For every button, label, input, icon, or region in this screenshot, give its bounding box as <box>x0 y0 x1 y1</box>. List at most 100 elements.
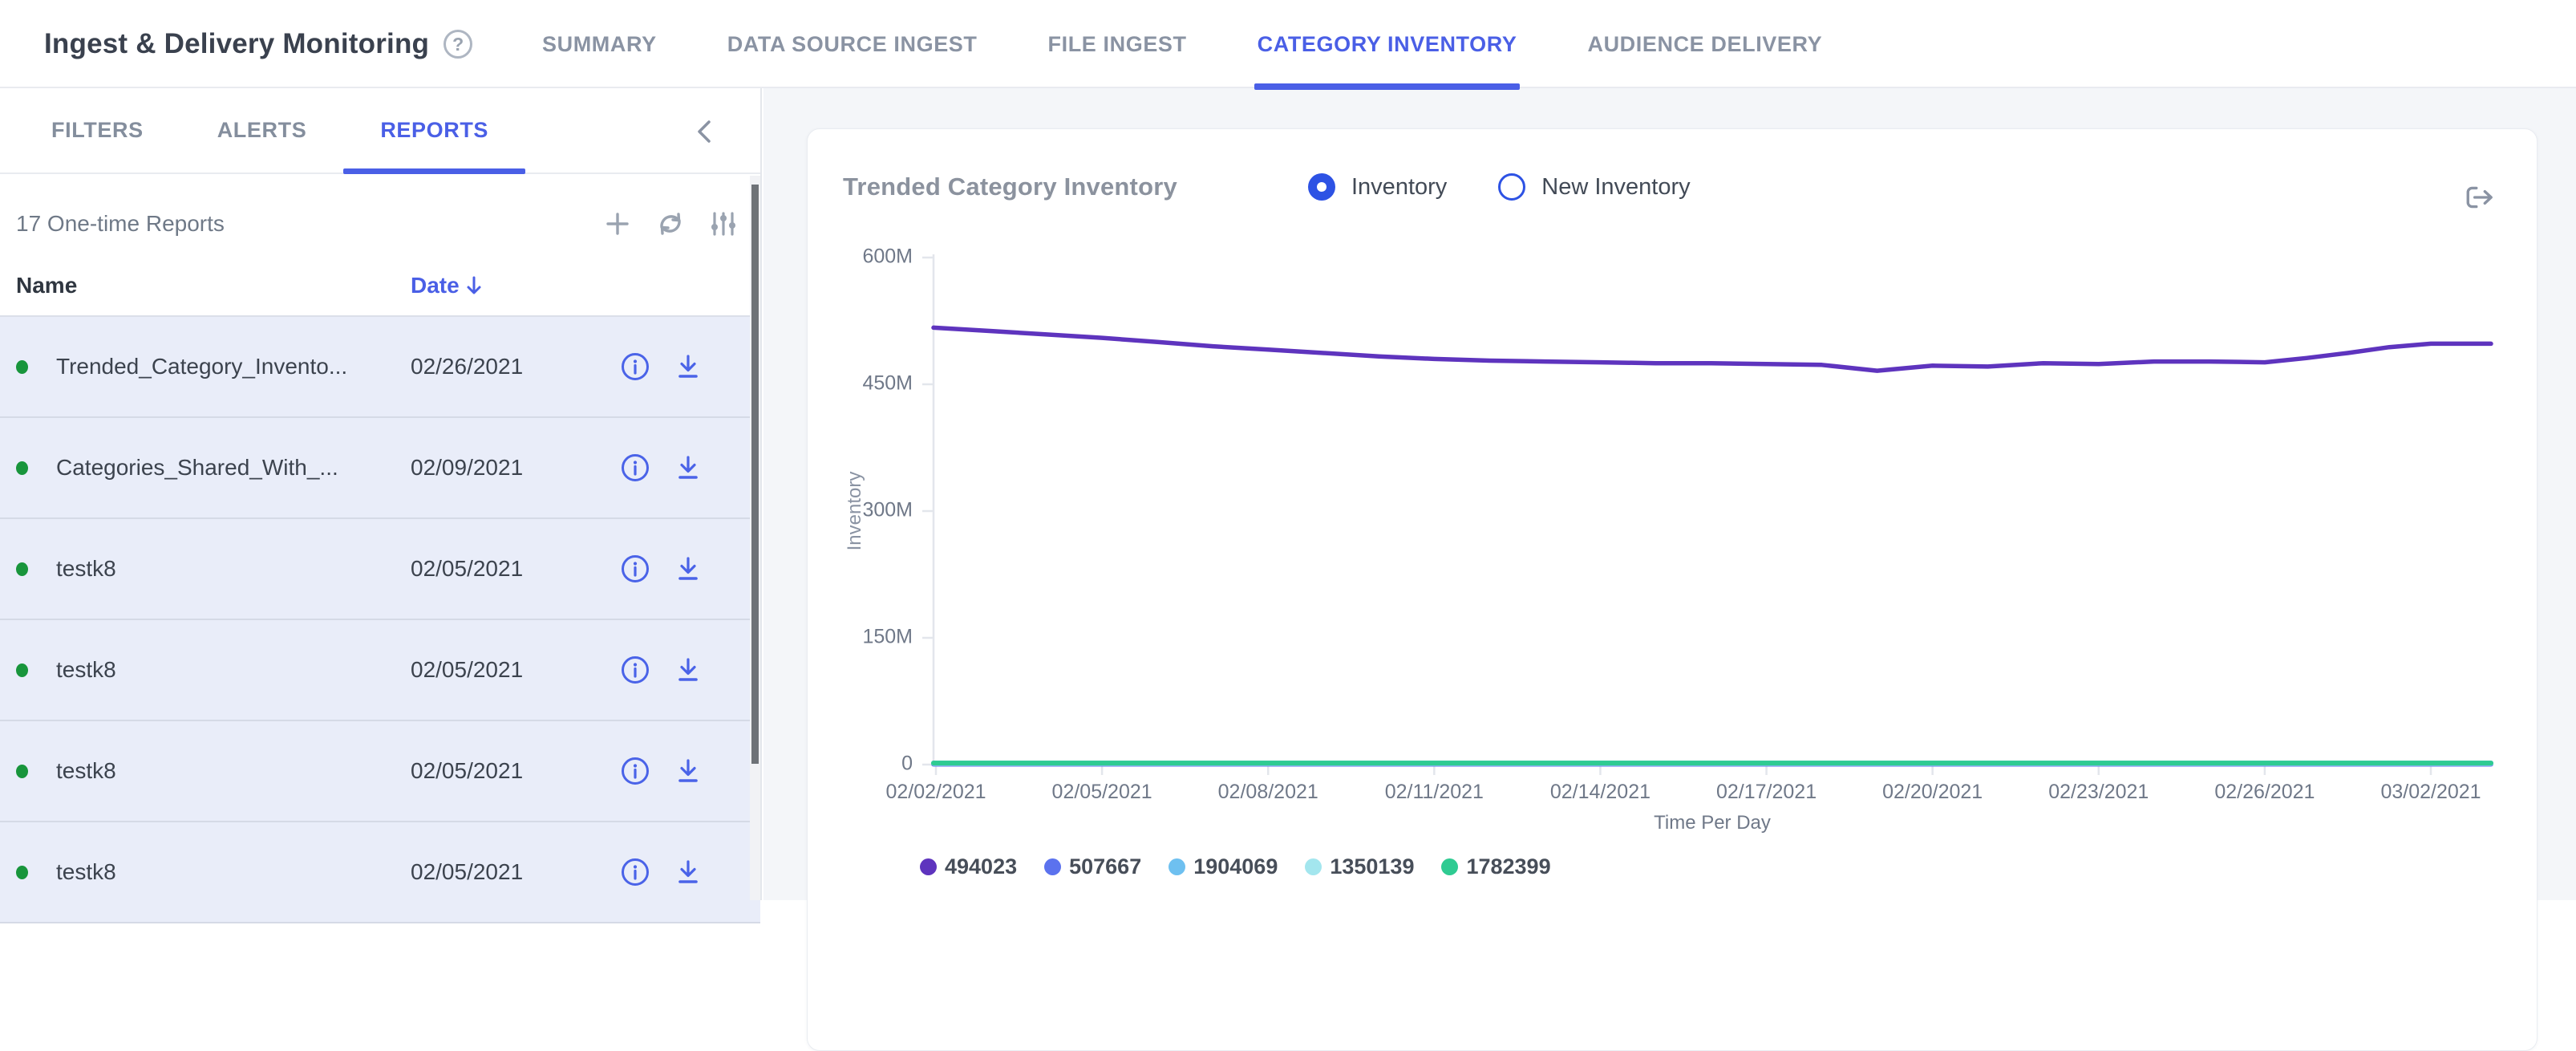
report-date: 02/05/2021 <box>411 859 611 885</box>
legend-label: 507667 <box>1069 854 1141 879</box>
report-info-button[interactable] <box>611 646 659 694</box>
top-tab-category-inventory[interactable]: CATEGORY INVENTORY <box>1258 0 1517 88</box>
legend-dot <box>1441 858 1458 875</box>
refresh-reports-button[interactable] <box>654 208 687 240</box>
legend-item-1904069[interactable]: 1904069 <box>1169 854 1278 879</box>
legend-label: 1904069 <box>1193 854 1278 879</box>
y-tick-label: 0 <box>901 753 913 775</box>
report-download-button[interactable] <box>664 747 712 795</box>
legend-item-1782399[interactable]: 1782399 <box>1441 854 1550 879</box>
top-tab-file-ingest[interactable]: FILE INGEST <box>1048 0 1187 88</box>
top-tab-summary[interactable]: SUMMARY <box>542 0 657 88</box>
top-tab-label: CATEGORY INVENTORY <box>1258 32 1517 57</box>
radio-label: New Inventory <box>1541 174 1690 201</box>
sidebar-tab-label: ALERTS <box>217 118 307 143</box>
report-name: testk8 <box>56 657 411 683</box>
sidebar-tab-filters[interactable]: FILTERS <box>14 88 180 172</box>
report-download-button[interactable] <box>664 444 712 492</box>
column-header-date[interactable]: Date <box>411 273 482 298</box>
refresh-icon <box>655 209 686 239</box>
sidebar-scrollbar-thumb[interactable] <box>751 185 759 764</box>
info-icon <box>619 452 651 484</box>
active-tab-underline <box>343 168 525 174</box>
column-header-name[interactable]: Name <box>16 273 411 298</box>
legend-label: 1350139 <box>1330 854 1414 879</box>
y-tick-label: 600M <box>862 246 913 268</box>
info-icon <box>619 654 651 686</box>
legend-dot <box>920 858 937 875</box>
legend-item-1350139[interactable]: 1350139 <box>1305 854 1414 879</box>
series-line-494023[interactable] <box>934 327 2491 371</box>
x-tick-label: 03/02/2021 <box>2380 781 2481 803</box>
report-table-header: Name Date <box>0 256 760 317</box>
sidebar-tabs: FILTERS ALERTS REPORTS <box>0 88 760 174</box>
report-date: 02/26/2021 <box>411 354 611 379</box>
sidebar-tab-alerts[interactable]: ALERTS <box>180 88 344 172</box>
report-info-button[interactable] <box>611 848 659 896</box>
app-title-area: Ingest & Delivery Monitoring ? <box>44 0 472 88</box>
sidebar: FILTERS ALERTS REPORTS 17 One-time Reports <box>0 88 762 900</box>
report-info-button[interactable] <box>611 444 659 492</box>
chart-legend: 494023 507667 1904069 1350139 1782399 <box>920 854 1551 879</box>
top-tab-label: FILE INGEST <box>1048 32 1187 57</box>
chart-title: Trended Category Inventory <box>843 172 1177 201</box>
top-tab-label: DATA SOURCE INGEST <box>727 32 978 57</box>
report-download-button[interactable] <box>664 848 712 896</box>
trended-inventory-card: Trended Category Inventory Inventory New … <box>807 128 2538 1051</box>
report-name: testk8 <box>56 758 411 784</box>
report-download-button[interactable] <box>664 646 712 694</box>
main-content: Trended Category Inventory Inventory New … <box>763 88 2576 900</box>
report-info-button[interactable] <box>611 343 659 391</box>
export-chart-button[interactable] <box>2463 181 2497 214</box>
x-tick-label: 02/26/2021 <box>2214 781 2315 803</box>
y-tick-label: 450M <box>862 372 913 395</box>
top-nav-bar: Ingest & Delivery Monitoring ? SUMMARY DA… <box>0 0 2576 88</box>
x-tick-label: 02/02/2021 <box>885 781 986 803</box>
collapse-sidebar-button[interactable] <box>690 117 719 146</box>
report-info-button[interactable] <box>611 747 659 795</box>
top-tab-label: SUMMARY <box>542 32 657 57</box>
report-name: Trended_Category_Invento... <box>56 354 411 379</box>
y-tick-label: 300M <box>862 499 913 521</box>
legend-dot <box>1044 858 1061 875</box>
legend-label: 1782399 <box>1466 854 1550 879</box>
active-tab-underline <box>1254 83 1521 90</box>
table-row[interactable]: Trended_Category_Invento...02/26/2021 <box>0 317 760 418</box>
sidebar-tab-reports[interactable]: REPORTS <box>343 88 525 172</box>
status-dot <box>16 562 28 576</box>
download-icon <box>672 553 704 585</box>
filter-columns-button[interactable] <box>707 208 739 240</box>
report-list-header: 17 One-time Reports <box>16 203 739 245</box>
info-icon <box>619 856 651 888</box>
status-dot <box>16 461 28 475</box>
legend-item-494023[interactable]: 494023 <box>920 854 1017 879</box>
report-count-label: 17 One-time Reports <box>16 211 225 237</box>
radio-label: Inventory <box>1351 174 1447 201</box>
table-row[interactable]: Categories_Shared_With_...02/09/2021 <box>0 418 760 519</box>
radio-new-inventory[interactable]: New Inventory <box>1498 173 1690 201</box>
sort-desc-arrow-icon <box>466 275 482 296</box>
top-tab-audience-delivery[interactable]: AUDIENCE DELIVERY <box>1587 0 1822 88</box>
top-tabs: SUMMARY DATA SOURCE INGEST FILE INGEST CATE… <box>542 0 1822 88</box>
report-date: 02/05/2021 <box>411 758 611 784</box>
top-tab-data-source-ingest[interactable]: DATA SOURCE INGEST <box>727 0 978 88</box>
radio-inventory[interactable]: Inventory <box>1308 173 1447 201</box>
help-icon[interactable]: ? <box>444 30 472 59</box>
download-icon <box>672 856 704 888</box>
add-report-button[interactable] <box>601 208 634 240</box>
x-tick-label: 02/20/2021 <box>1882 781 1983 803</box>
report-download-button[interactable] <box>664 343 712 391</box>
status-dot <box>16 866 28 879</box>
report-info-button[interactable] <box>611 545 659 593</box>
legend-item-507667[interactable]: 507667 <box>1044 854 1141 879</box>
report-name: testk8 <box>56 859 411 885</box>
report-download-button[interactable] <box>664 545 712 593</box>
x-tick-label: 02/17/2021 <box>1716 781 1817 803</box>
